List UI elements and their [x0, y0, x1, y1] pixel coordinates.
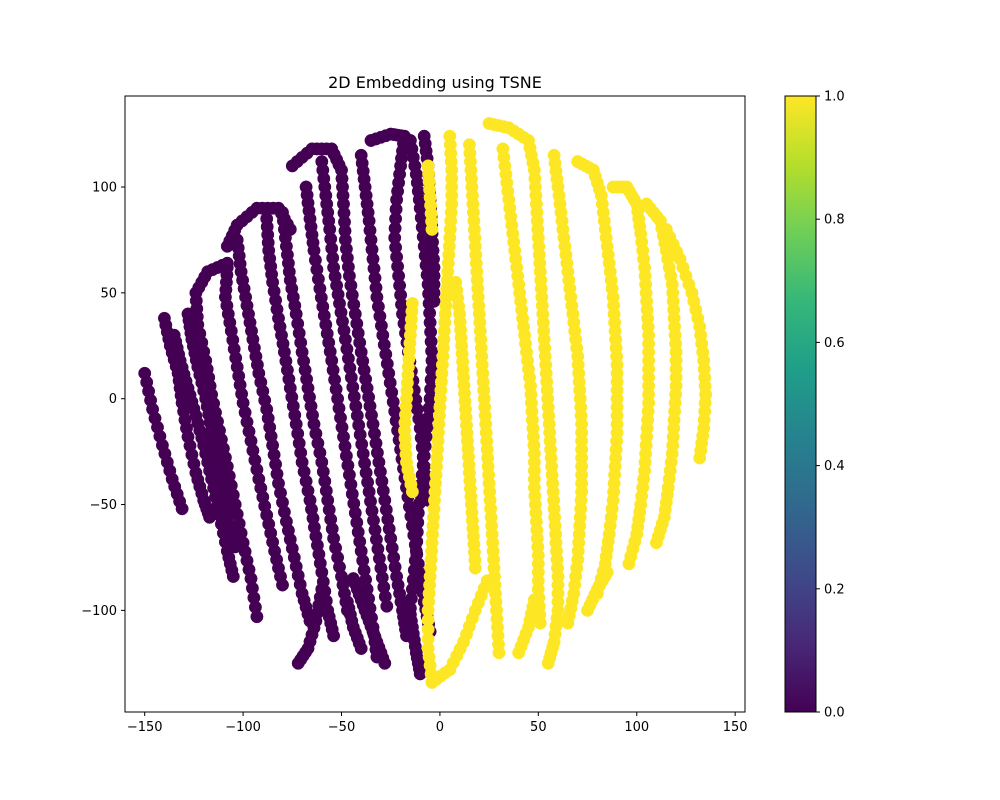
series-1 — [398, 117, 713, 689]
colorbar-tick-label: 0.8 — [824, 213, 845, 228]
series-0 — [138, 127, 441, 681]
data-point — [405, 485, 419, 499]
x-axis: −150 −100 −50 0 50 100 150 — [127, 712, 748, 735]
data-point — [175, 502, 189, 516]
data-point — [492, 646, 506, 660]
data-point — [693, 451, 707, 465]
data-point — [346, 572, 360, 586]
data-point — [468, 561, 482, 575]
data-point — [291, 656, 305, 670]
data-point — [622, 557, 636, 571]
x-tick-label: −100 — [225, 720, 261, 735]
scatter-points — [138, 117, 713, 689]
data-point — [340, 595, 354, 609]
x-tick-label: 150 — [723, 720, 748, 735]
y-axis: −100 −50 0 50 100 — [81, 181, 125, 619]
y-tick-label: 0 — [109, 392, 117, 407]
data-point — [527, 593, 541, 607]
data-point — [327, 629, 341, 643]
colorbar — [784, 95, 817, 713]
data-point — [250, 610, 264, 624]
data-point — [401, 595, 415, 609]
data-point — [649, 536, 663, 550]
data-point — [561, 616, 575, 630]
chart-title: 2D Embedding using TSNE — [328, 73, 542, 92]
colorbar-tick-label: 0.0 — [824, 706, 845, 721]
data-point — [541, 656, 555, 670]
y-tick-label: −50 — [90, 498, 117, 513]
plot-frame — [124, 95, 746, 713]
x-tick-label: 100 — [624, 720, 649, 735]
data-point — [425, 222, 439, 236]
x-tick-label: −150 — [127, 720, 163, 735]
colorbar-tick-label: 1.0 — [824, 90, 845, 105]
data-point — [480, 574, 494, 588]
colorbar-tick-label: 0.2 — [824, 582, 845, 597]
colorbar-axis: 0.0 0.2 0.4 0.6 0.8 1.0 — [816, 90, 845, 721]
colorbar-tick-label: 0.6 — [824, 336, 845, 351]
y-tick-label: 50 — [100, 286, 117, 301]
data-point — [276, 578, 289, 592]
x-tick-label: −50 — [328, 720, 355, 735]
x-tick-label: 50 — [530, 720, 547, 735]
colorbar-tick-label: 0.4 — [824, 459, 845, 474]
data-point — [380, 599, 394, 613]
data-point — [226, 570, 240, 583]
x-tick-label: 0 — [436, 720, 444, 735]
data-point — [600, 565, 614, 579]
y-tick-label: 100 — [92, 181, 117, 196]
data-point — [427, 294, 441, 308]
y-tick-label: −100 — [81, 604, 117, 619]
